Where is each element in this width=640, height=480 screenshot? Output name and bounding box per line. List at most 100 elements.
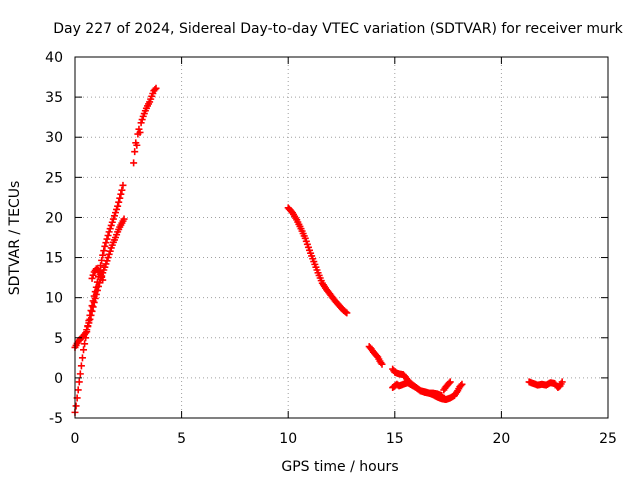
data-point	[72, 402, 80, 410]
data-point	[97, 262, 105, 270]
y-tick-label: 0	[54, 371, 63, 387]
tick-labels: 0 5 10 15 20 25 -5 0 5 10 15 20 25 30 35 40	[45, 50, 617, 447]
x-tick-label: 10	[279, 431, 297, 447]
data-point	[109, 215, 117, 223]
y-tick-label: 30	[45, 130, 63, 146]
data-point	[88, 307, 96, 315]
series-arc-e	[284, 204, 351, 317]
x-axis-label: GPS time / hours	[281, 459, 398, 475]
data-point	[92, 290, 100, 298]
data-point	[138, 116, 146, 124]
data-point	[103, 257, 111, 265]
x-tick-label: 20	[492, 431, 510, 447]
y-tick-label: 35	[45, 90, 63, 106]
data-point	[89, 303, 97, 311]
data-point	[85, 319, 93, 327]
data-point	[130, 159, 138, 167]
series-arc-h	[389, 379, 466, 404]
data-point	[78, 354, 86, 362]
axis-ticks	[74, 56, 609, 419]
series-arc-f	[365, 343, 386, 368]
data-point	[93, 286, 101, 294]
data-point	[94, 282, 102, 290]
data-point	[91, 294, 99, 302]
data-point	[343, 309, 351, 317]
data-point	[88, 274, 96, 282]
data-point	[80, 346, 88, 354]
data-point	[90, 298, 98, 306]
data-point	[137, 119, 145, 127]
data-point	[342, 308, 350, 316]
data-point	[113, 205, 121, 213]
y-tick-label: 40	[45, 50, 63, 66]
data-point	[83, 326, 91, 334]
data-point	[136, 128, 144, 136]
data-point	[107, 221, 115, 229]
data-point	[105, 250, 113, 258]
series-arc-i	[440, 378, 454, 394]
data-point	[99, 276, 107, 284]
data-point	[117, 190, 125, 198]
series-arc-d	[130, 84, 160, 167]
y-tick-label: 15	[45, 251, 63, 267]
y-tick-label: 10	[45, 291, 63, 307]
data-point	[100, 247, 108, 255]
y-tick-label: 25	[45, 170, 63, 186]
data-point	[84, 323, 92, 331]
x-tick-label: 25	[599, 431, 617, 447]
x-tick-label: 0	[71, 431, 80, 447]
data-point	[119, 181, 127, 189]
x-tick-label: 15	[386, 431, 404, 447]
data-point	[110, 212, 118, 220]
data-point	[81, 340, 89, 348]
data-point	[131, 148, 139, 156]
data-point	[87, 311, 95, 319]
y-tick-label: 5	[54, 331, 63, 347]
data-marks	[71, 84, 566, 416]
grid	[75, 57, 608, 418]
data-point	[102, 239, 110, 247]
data-point	[86, 315, 94, 323]
data-point	[558, 378, 566, 386]
data-point	[378, 360, 386, 368]
series-arc-j	[525, 378, 566, 392]
data-point	[104, 254, 112, 262]
data-point	[120, 215, 128, 223]
data-point	[151, 85, 159, 93]
data-point	[76, 370, 84, 378]
data-point	[446, 378, 454, 386]
series-arc-c	[88, 265, 107, 284]
y-axis-label: SDTVAR / TECUs	[7, 181, 23, 296]
data-point	[116, 194, 124, 202]
data-point	[105, 228, 113, 236]
data-point	[135, 125, 143, 133]
data-point	[82, 329, 90, 337]
data-point	[118, 186, 126, 194]
data-point	[445, 379, 453, 387]
y-tick-label: -5	[49, 411, 63, 427]
chart-title: Day 227 of 2024, Sidereal Day-to-day VTE…	[53, 21, 623, 37]
x-tick-label: 5	[177, 431, 186, 447]
plot-frame	[74, 56, 609, 419]
data-point	[152, 84, 160, 92]
data-point	[115, 198, 123, 206]
data-point	[108, 218, 116, 226]
data-point	[74, 386, 82, 394]
data-point	[457, 382, 465, 390]
data-point	[99, 251, 107, 259]
data-point	[458, 380, 466, 388]
data-point	[101, 263, 109, 271]
data-point	[106, 225, 114, 233]
data-point	[101, 242, 109, 250]
data-point	[114, 202, 122, 210]
data-point	[77, 362, 85, 370]
y-tick-label: 20	[45, 210, 63, 226]
data-point	[106, 247, 114, 255]
data-point	[89, 271, 97, 279]
data-point	[133, 141, 141, 149]
data-point	[102, 260, 110, 268]
data-point	[104, 231, 112, 239]
data-point	[112, 209, 120, 217]
